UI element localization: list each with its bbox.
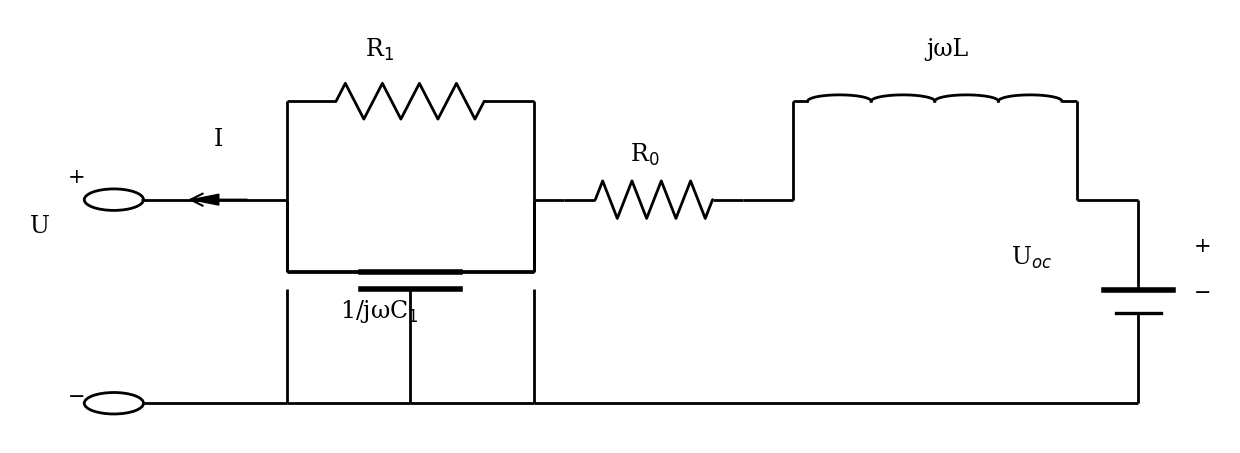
Text: I: I (215, 128, 223, 151)
Text: +: + (1194, 237, 1211, 256)
Text: jωL: jωL (926, 38, 968, 61)
Text: −: − (1194, 284, 1211, 303)
Text: R$_0$: R$_0$ (630, 142, 660, 168)
Text: −: − (68, 388, 86, 407)
Text: 1/jωC$_1$: 1/jωC$_1$ (340, 298, 419, 325)
Text: R$_1$: R$_1$ (365, 37, 394, 63)
Text: U$_{oc}$: U$_{oc}$ (1011, 245, 1052, 271)
Polygon shape (192, 194, 218, 205)
Text: U: U (30, 215, 50, 238)
Text: +: + (68, 168, 86, 187)
